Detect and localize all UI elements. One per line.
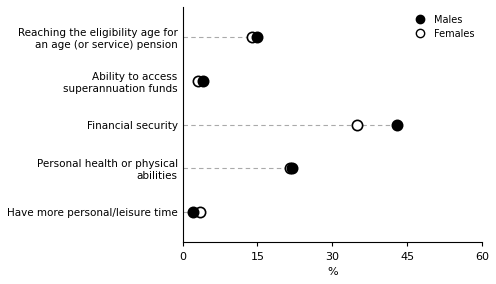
Point	[353, 122, 361, 127]
Legend: Males, Females: Males, Females	[408, 12, 477, 41]
Point	[196, 210, 204, 214]
Point	[248, 35, 256, 40]
Point	[193, 79, 201, 83]
Point	[253, 35, 261, 40]
X-axis label: %: %	[327, 267, 338, 277]
Point	[288, 166, 296, 171]
Point	[393, 122, 401, 127]
Point	[188, 210, 196, 214]
Point	[198, 79, 206, 83]
Point	[286, 166, 294, 171]
